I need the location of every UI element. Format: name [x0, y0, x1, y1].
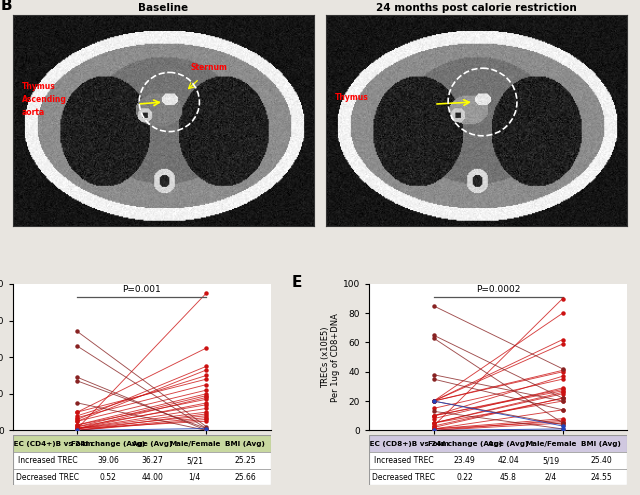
Text: E: E	[292, 275, 302, 290]
Text: 25.66: 25.66	[234, 473, 256, 482]
Text: Decreased TREC: Decreased TREC	[16, 473, 79, 482]
Title: 24 months post calorie restriction: 24 months post calorie restriction	[376, 2, 577, 13]
Bar	[13, 452, 271, 469]
Bar	[369, 469, 627, 486]
Bar	[369, 452, 627, 469]
Bar	[369, 435, 627, 452]
Text: B: B	[1, 0, 12, 13]
Text: Thymus: Thymus	[335, 93, 369, 102]
Text: 5/19: 5/19	[543, 456, 559, 465]
Text: Age (Avg): Age (Avg)	[132, 441, 172, 447]
Text: 0.22: 0.22	[456, 473, 473, 482]
Y-axis label: TRECs (x10E5)
Per 1ug of CD8+DNA: TRECs (x10E5) Per 1ug of CD8+DNA	[321, 313, 340, 401]
Text: BMI (Avg): BMI (Avg)	[225, 441, 265, 447]
Text: 2/4: 2/4	[545, 473, 557, 482]
Text: P=0.0002: P=0.0002	[476, 285, 520, 294]
Bar	[13, 469, 271, 486]
Text: Increased TREC: Increased TREC	[374, 456, 434, 465]
Text: 1/4: 1/4	[189, 473, 201, 482]
Text: 5/21: 5/21	[186, 456, 204, 465]
Text: TREC (CD8+)B vs 24m: TREC (CD8+)B vs 24m	[359, 441, 449, 447]
Text: 36.27: 36.27	[141, 456, 163, 465]
Text: 0.52: 0.52	[100, 473, 116, 482]
Text: 25.40: 25.40	[591, 456, 612, 465]
Text: 39.06: 39.06	[97, 456, 119, 465]
Text: 44.00: 44.00	[141, 473, 163, 482]
Text: 25.25: 25.25	[234, 456, 256, 465]
Text: Decreased TREC: Decreased TREC	[372, 473, 435, 482]
Text: Male/Female: Male/Female	[525, 441, 577, 447]
Text: Fold change (Avg): Fold change (Avg)	[71, 441, 145, 447]
Text: Ascending: Ascending	[22, 95, 67, 104]
Bar	[13, 435, 271, 452]
Text: Thymus: Thymus	[22, 82, 56, 91]
Text: 24.55: 24.55	[591, 473, 612, 482]
Text: aorta: aorta	[22, 108, 45, 117]
Text: Increased TREC: Increased TREC	[18, 456, 77, 465]
Text: Male/Female: Male/Female	[169, 441, 221, 447]
Text: 23.49: 23.49	[454, 456, 476, 465]
Text: 42.04: 42.04	[497, 456, 519, 465]
Text: Age (Avg): Age (Avg)	[488, 441, 529, 447]
Text: Fold change (Avg): Fold change (Avg)	[428, 441, 502, 447]
Text: 45.8: 45.8	[500, 473, 517, 482]
Text: P=0.001: P=0.001	[122, 285, 161, 294]
Text: Sternum: Sternum	[191, 63, 228, 72]
Text: TREC (CD4+)B vs 24m: TREC (CD4+)B vs 24m	[3, 441, 93, 447]
Title: Baseline: Baseline	[138, 2, 188, 13]
Text: BMI (Avg): BMI (Avg)	[582, 441, 621, 447]
